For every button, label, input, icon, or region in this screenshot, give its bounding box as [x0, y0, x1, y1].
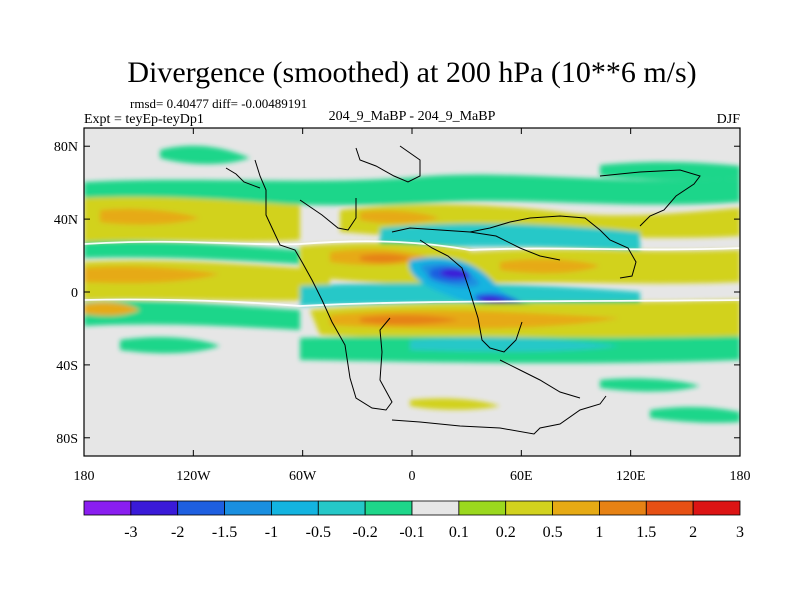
colorbar-swatch [364, 500, 413, 516]
colorbar-label: -0.1 [399, 524, 424, 541]
x-tick-label: 0 [409, 469, 416, 484]
x-tick-label: 60E [510, 469, 533, 484]
colorbar-swatch [505, 500, 553, 516]
stats-line: rmsd= 0.40477 diff= -0.00489191 [130, 96, 307, 111]
x-tick-label: 120W [176, 469, 211, 484]
field-region [410, 398, 500, 410]
y-tick-label: 40N [54, 213, 78, 228]
y-tick-label: 80S [56, 432, 78, 447]
colorbar-swatch [271, 500, 319, 516]
coastline [391, 395, 607, 435]
colorbar-swatch [177, 500, 225, 516]
y-tick-label: 0 [71, 286, 78, 301]
colorbar-label: -1 [265, 524, 278, 541]
colorbar-swatch [83, 500, 132, 516]
colorbar-swatch [224, 500, 272, 516]
colorbar-swatch [411, 500, 460, 516]
colorbar-label: 1.5 [636, 524, 656, 541]
colorbar-label: 3 [736, 524, 744, 541]
field-region [360, 253, 412, 263]
divergence-field [84, 128, 740, 456]
coastline [499, 359, 581, 399]
coastline [355, 145, 421, 183]
field-region [600, 378, 700, 392]
colorbar-swatch [692, 500, 741, 516]
colorbar-label: -3 [124, 524, 137, 541]
field-region [500, 259, 600, 274]
colorbar-swatch [645, 500, 694, 516]
field-region [84, 266, 220, 284]
colorbar-label: -2 [171, 524, 184, 541]
coastline [299, 198, 357, 231]
x-tick-label: 120E [616, 469, 646, 484]
zero-contour [84, 298, 740, 307]
coastline [419, 239, 523, 353]
field-region [650, 406, 740, 423]
field-region [480, 296, 508, 305]
field-region [100, 208, 200, 225]
coastline [391, 215, 637, 279]
coastline [469, 231, 561, 261]
colorbar-label: -1.5 [212, 524, 237, 541]
colorbar-label: 0.5 [543, 524, 563, 541]
colorbar-swatch [130, 500, 179, 516]
x-tick-label: 180 [730, 469, 751, 484]
colorbar-swatch [458, 500, 507, 516]
colorbar-label: 0.2 [496, 524, 516, 541]
colorbar-label: 1 [595, 524, 603, 541]
field-region [360, 210, 440, 224]
coastline [599, 169, 701, 227]
zero-contour [84, 240, 740, 251]
field-region [84, 240, 300, 264]
field-region [410, 337, 620, 352]
colorbar-swatch [552, 500, 600, 516]
y-axis: 80N 40N 0 40S 80S [54, 140, 740, 447]
field-region [470, 249, 740, 284]
field-region [120, 337, 220, 354]
field-region [84, 174, 740, 206]
field-region [600, 162, 740, 181]
colorbar-label: -0.5 [306, 524, 331, 541]
colorbar-label: 0.1 [449, 524, 469, 541]
coastline [225, 167, 261, 189]
x-axis: 180 120W 60W 0 60E 120E 180 [74, 128, 751, 484]
chart-title: Divergence (smoothed) at 200 hPa (10**6 … [127, 56, 696, 89]
colorbar: -3 -2 -1.5 -1 -0.5 -0.2 -0.1 0.1 0.2 0.5 1 1.5 2 3 [83, 500, 744, 541]
coastline [254, 159, 393, 411]
season-label: DJF [717, 112, 741, 127]
field-region [84, 300, 300, 330]
case-label: 204_9_MaBP - 204_9_MaBP [329, 109, 496, 124]
expt-label: Expt = teyEp-teyDp1 [84, 112, 204, 127]
y-tick-label: 80N [54, 140, 78, 155]
x-tick-label: 60W [289, 469, 317, 484]
colorbar-label: 2 [689, 524, 697, 541]
colorbar-swatch [317, 500, 366, 516]
x-tick-label: 180 [74, 469, 95, 484]
field-region [360, 314, 460, 325]
field-region [84, 302, 140, 316]
y-tick-label: 40S [56, 359, 78, 374]
field-region [160, 145, 250, 165]
colorbar-swatch [599, 500, 647, 516]
colorbar-label: -0.2 [352, 524, 377, 541]
